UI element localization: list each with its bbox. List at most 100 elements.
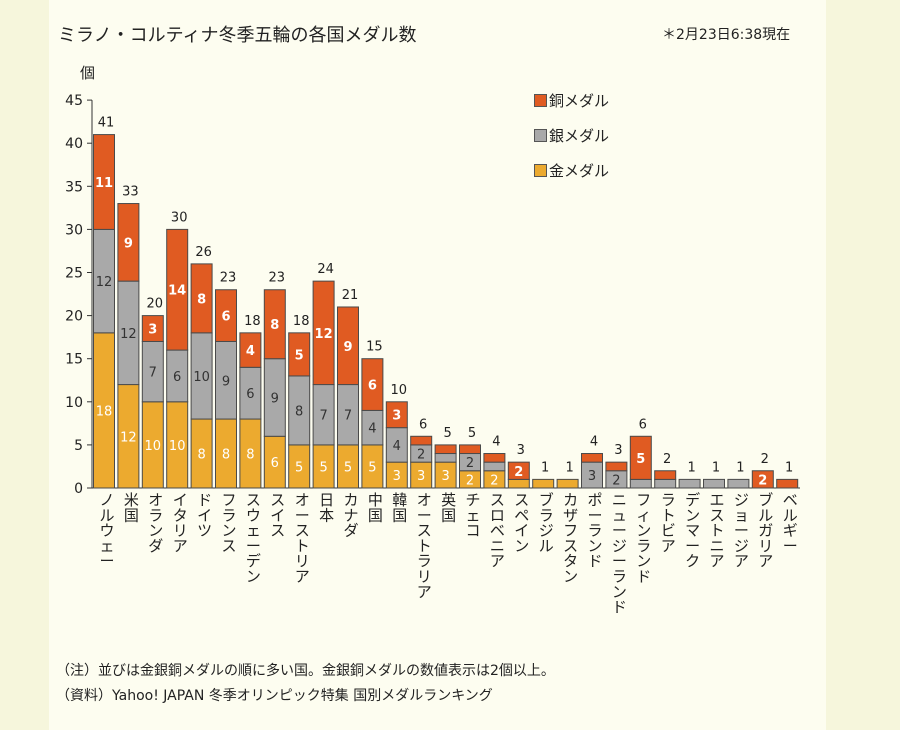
segment-value-label: 5	[295, 460, 303, 475]
category-label: スロベニア	[490, 491, 505, 570]
bar-total-label: 33	[122, 185, 139, 200]
category-label: フランス	[221, 491, 236, 555]
y-tick-label: 15	[65, 352, 83, 368]
segment-value-label: 5	[319, 460, 327, 475]
segment-value-label: 2	[612, 473, 620, 488]
bar-total-label: 1	[712, 460, 720, 475]
category-label: カナダ	[343, 491, 358, 540]
bar-total-label: 2	[761, 452, 769, 467]
y-tick-label: 0	[74, 481, 83, 497]
category-label: 日本	[319, 491, 334, 524]
category-label: エストニア	[709, 491, 724, 570]
category-label: イタリア	[173, 491, 188, 555]
segment-value-label: 2	[490, 473, 498, 488]
bar-total-label: 3	[614, 443, 622, 458]
timestamp-note: ＊2月23日6:38現在	[662, 27, 791, 43]
y-tick-label: 10	[65, 395, 83, 411]
footnote: （注）並びは金銀銅メダルの順に多い国。金銀銅メダルの数値表示は2個以上。	[56, 663, 555, 679]
segment-value-label: 11	[95, 176, 113, 191]
bar-total-label: 41	[98, 116, 115, 131]
bronze-segment	[141, 315, 164, 342]
bronze-segment	[581, 453, 603, 463]
category-label: スウェーデン	[246, 491, 261, 586]
bar-total-label: 5	[468, 426, 476, 441]
legend-swatch-gold	[534, 164, 547, 177]
segment-value-label: 10	[193, 370, 210, 385]
segment-value-label: 3	[148, 323, 157, 338]
bronze-segment	[312, 280, 335, 386]
bar-total-label: 23	[269, 271, 286, 286]
segment-value-label: 5	[368, 460, 376, 475]
bronze-segment	[434, 444, 457, 455]
bar-total-label: 3	[517, 443, 525, 458]
bronze-segment	[776, 478, 799, 489]
bar-total-label: 6	[419, 417, 427, 432]
bar-total-label: 26	[195, 245, 212, 260]
segment-value-label: 6	[368, 379, 377, 394]
segment-value-label: 8	[295, 404, 303, 419]
y-tick-label: 5	[74, 438, 83, 454]
category-label: フィンランド	[636, 491, 651, 586]
bronze-segment	[337, 306, 359, 386]
gold-segment	[532, 478, 555, 489]
bar-total-label: 1	[565, 460, 573, 475]
bar-total-label: 18	[293, 314, 310, 329]
bronze-segment	[410, 435, 433, 446]
segment-value-label: 2	[466, 456, 474, 471]
segment-value-label: 8	[270, 318, 279, 333]
y-tick-label: 35	[65, 179, 83, 195]
legend-swatch-bronze	[534, 94, 547, 107]
category-label: オーストリア	[295, 491, 310, 586]
bronze-segment	[483, 453, 506, 463]
legend-swatch-silver	[534, 129, 547, 142]
y-axis-unit: 個	[80, 64, 96, 82]
bronze-segment	[605, 461, 628, 472]
segment-value-label: 2	[417, 448, 425, 463]
source-note: （資料）Yahoo! JAPAN 冬季オリンピック特集 国別メダルランキング	[56, 688, 493, 704]
bar-total-label: 4	[590, 435, 598, 450]
segment-value-label: 3	[417, 469, 425, 484]
segment-value-label: 8	[246, 448, 254, 463]
bronze-segment	[361, 358, 384, 411]
y-tick-label: 30	[65, 222, 83, 238]
bar-total-label: 15	[366, 340, 383, 355]
bronze-segment	[629, 435, 652, 480]
segment-value-label: 7	[344, 409, 352, 424]
bar-total-label: 1	[785, 460, 793, 475]
category-label: チェコ	[465, 491, 480, 540]
legend-label-bronze: 銅メダル	[549, 92, 610, 110]
bronze-segment	[93, 134, 115, 230]
segment-value-label: 12	[96, 275, 113, 290]
bar-total-label: 24	[317, 262, 334, 277]
bronze-segment	[117, 203, 140, 282]
y-tick-label: 40	[65, 136, 83, 152]
category-label: デンマーク	[685, 491, 700, 570]
category-label: オランダ	[148, 491, 163, 555]
segment-value-label: 3	[393, 469, 401, 484]
chart-title: ミラノ・コルティナ冬季五輪の各国メダル数	[58, 25, 417, 46]
y-tick-label: 25	[65, 266, 83, 282]
bar-total-label: 21	[342, 288, 359, 303]
bar-total-label: 1	[736, 460, 744, 475]
segment-value-label: 2	[758, 473, 767, 488]
segment-value-label: 9	[222, 374, 230, 389]
gold-segment	[507, 478, 530, 489]
segment-value-label: 7	[319, 409, 327, 424]
segment-value-label: 9	[124, 236, 133, 251]
segment-value-label: 6	[246, 387, 254, 402]
bronze-segment	[263, 289, 286, 360]
category-label: ベルギー	[783, 491, 798, 555]
category-label: ドイツ	[197, 491, 212, 540]
category-label: ポーランド	[587, 491, 602, 570]
y-tick-label: 20	[65, 309, 83, 325]
bronze-segment	[190, 263, 213, 334]
category-label: 韓国	[392, 491, 407, 524]
segment-value-label: 6	[173, 370, 181, 385]
category-label: スイス	[270, 491, 285, 540]
silver-segment	[434, 453, 457, 463]
segment-value-label: 3	[588, 469, 596, 484]
silver-segment	[629, 478, 652, 489]
segment-value-label: 12	[120, 430, 137, 445]
category-label: ニュージーランド	[612, 491, 627, 616]
